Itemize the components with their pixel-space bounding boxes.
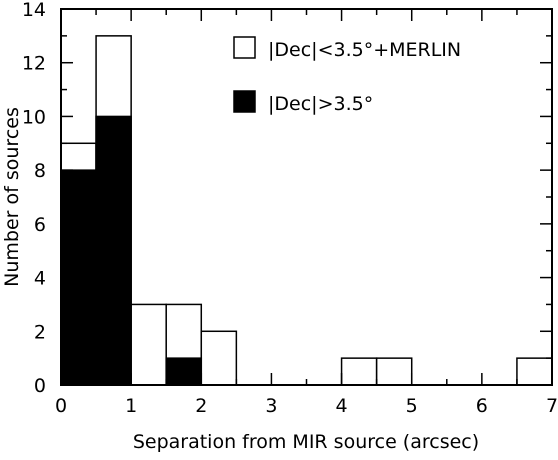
x-tick-label: 5 [406, 395, 418, 417]
y-tick-label: 12 [22, 53, 46, 75]
x-tick-label: 4 [336, 395, 348, 417]
bars-layer [60, 35, 553, 386]
x-tick-label: 3 [265, 395, 277, 417]
bar-open [200, 330, 238, 386]
y-tick-label: 6 [34, 214, 46, 236]
y-tick-label: 2 [34, 321, 46, 343]
bar-open [375, 357, 413, 386]
ticks-layer [60, 8, 553, 386]
x-tick-labels: 0 1 2 3 4 5 6 7 [55, 395, 558, 417]
y-tick-labels: 0 2 4 6 8 10 12 14 [22, 0, 46, 397]
x-axis-title: Separation from MIR source (arcsec) [133, 431, 479, 453]
y-axis-title: Number of sources [1, 107, 23, 287]
x-tick-label: 6 [476, 395, 488, 417]
bar-open [130, 303, 167, 386]
legend-label-open: |Dec|<3.5°+MERLIN [268, 39, 461, 61]
bar-open [516, 357, 553, 386]
bar-open [340, 357, 378, 386]
x-tick-label: 0 [55, 395, 67, 417]
x-tick-label: 2 [195, 395, 207, 417]
legend-swatch-open [233, 36, 256, 59]
legend-label-filled: |Dec|>3.5° [268, 93, 373, 115]
y-tick-label: 8 [34, 160, 46, 182]
y-tick-label: 10 [22, 106, 46, 128]
bar-filled [95, 115, 132, 386]
legend: |Dec|<3.5°+MERLIN |Dec|>3.5° [233, 36, 461, 115]
x-tick-label: 7 [546, 395, 558, 417]
y-tick-label: 4 [34, 268, 46, 290]
x-tick-label: 1 [125, 395, 137, 417]
bar-filled [165, 357, 203, 386]
y-tick-label: 0 [34, 375, 46, 397]
y-tick-label: 14 [22, 0, 46, 21]
legend-swatch-filled [233, 90, 256, 113]
